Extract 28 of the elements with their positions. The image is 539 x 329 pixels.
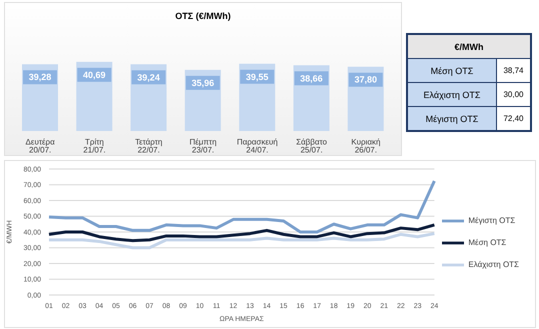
legend-label: Μέση ΟΤΣ [468, 238, 506, 248]
data-label: 39,28 [28, 72, 52, 82]
x-tick-label: Σάββατο 25/07. [296, 138, 328, 155]
x-tick-label: Κυριακή 26/07. [351, 138, 380, 155]
line-series [48, 223, 436, 242]
x-tick-label: Τετάρτη 22/07. [135, 138, 162, 155]
legend-label: Ελάχιστη ΟΤΣ [468, 260, 519, 270]
text: 72,40 [503, 114, 524, 123]
text: 38,74 [503, 66, 524, 75]
x-tick-label: Δευτέρα 20/07. [26, 138, 56, 155]
line-series [48, 179, 436, 234]
x-tick-label: Τρίτη 21/07. [83, 138, 106, 155]
data-label: 39,24 [137, 72, 160, 82]
x-tick-label: Πέμπτη 23/07. [189, 138, 217, 155]
data-label: 35,96 [192, 78, 214, 88]
line-series [48, 232, 436, 250]
legend-label: Μέγιστη ΟΤΣ [468, 216, 516, 226]
data-label: 37,80 [354, 74, 377, 85]
text: 30,00 [503, 90, 524, 99]
x-tick-label: Παρασκευή 24/07. [236, 138, 278, 155]
data-label: 38,66 [300, 73, 323, 84]
chart-title: ΟΤΣ (€/MWh) [174, 11, 232, 23]
text: €/MWh [407, 34, 531, 58]
data-label: 40,69 [83, 70, 106, 80]
data-label: 39,55 [246, 72, 268, 82]
category-label: Ελάχιστη ΟΤΣ [407, 82, 496, 106]
category-label: Μέση ΟΤΣ [407, 58, 496, 82]
category-label: Μέγιστη ΟΤΣ [407, 106, 496, 131]
